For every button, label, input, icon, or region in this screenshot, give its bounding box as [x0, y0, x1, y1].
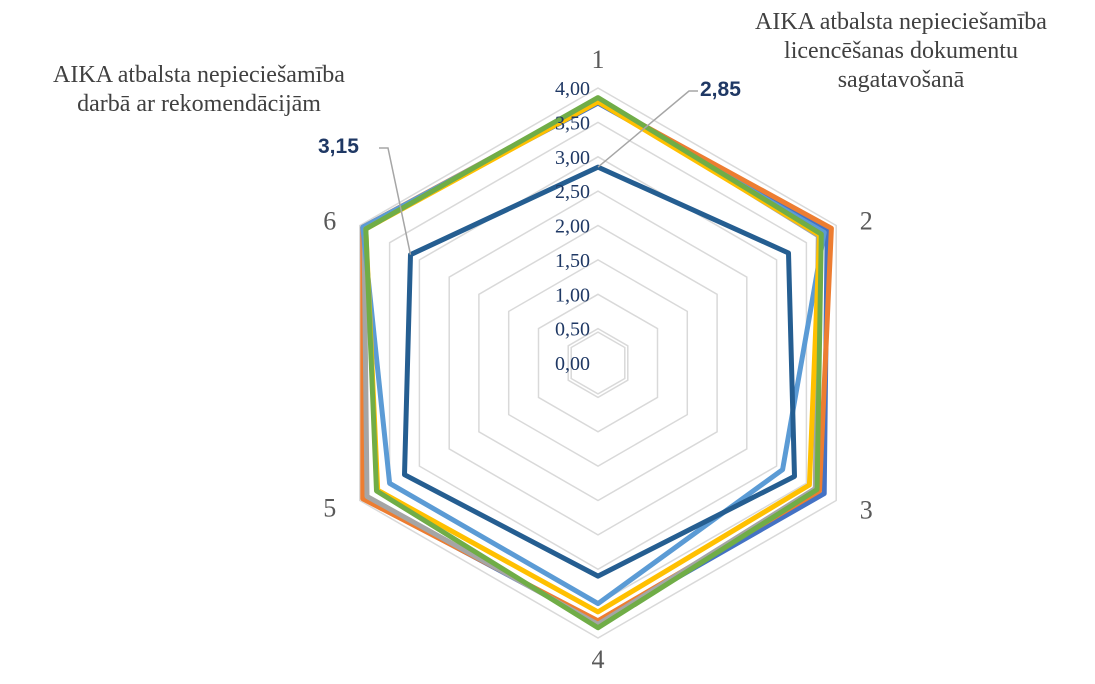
grid-ring [418, 155, 778, 571]
annotation-category-6: AIKA atbalsta nepieciešamība darbā ar re… [0, 61, 398, 119]
radar-series [360, 95, 834, 631]
annotation-line: darbā ar rekomendācijām [77, 91, 321, 117]
tick-label: 0,50 [555, 319, 590, 341]
grid-ring [570, 331, 626, 395]
leader-line-category-6 [379, 147, 412, 255]
category-label-6: 6 [323, 207, 336, 236]
category-label-5: 5 [323, 494, 336, 523]
tick-label: 4,00 [555, 78, 590, 100]
grid-ring [478, 224, 718, 502]
annotation-line: sagatavošanā [837, 67, 965, 93]
leader-lines [379, 90, 698, 255]
series-line-1 [360, 100, 830, 626]
grid-ring [537, 293, 659, 433]
category-label-2: 2 [860, 207, 873, 236]
tick-label: 2,00 [555, 216, 590, 238]
grid-ring [507, 259, 689, 467]
category-labels: 1 2 3 4 5 6 [323, 45, 872, 674]
radial-tick-labels: 0,00 0,50 1,00 1,50 2,00 2,50 3,00 3,50 4,00 [555, 78, 590, 375]
category-label-1: 1 [592, 45, 605, 74]
tick-label: 3,00 [555, 147, 590, 169]
tick-label: 3,50 [555, 112, 590, 134]
tick-label: 0,00 [555, 353, 590, 375]
series-line-6 [363, 95, 824, 631]
radar-grid [359, 87, 837, 639]
tick-label: 1,50 [555, 250, 590, 272]
grid-ring [567, 327, 629, 399]
series-line-3 [361, 96, 821, 627]
grid-ring [359, 87, 837, 639]
annotation-line: licencēšanas dokumentu [784, 38, 1018, 64]
data-label-category-6: 3,15 [318, 135, 359, 158]
annotation-line: AIKA atbalsta nepieciešamība [755, 9, 1047, 35]
data-label-category-1: 2,85 [700, 78, 741, 101]
category-label-4: 4 [592, 645, 605, 674]
series-line-4 [360, 99, 827, 607]
tick-label: 2,50 [555, 181, 590, 203]
leader-line-category-1 [597, 90, 698, 168]
annotation-category-1: AIKA atbalsta nepieciešamība licencēšana… [718, 8, 1084, 95]
series-line-7 [402, 164, 797, 579]
tick-label: 1,00 [555, 284, 590, 306]
grid-ring [448, 190, 748, 536]
category-label-3: 3 [860, 496, 873, 525]
annotation-line: AIKA atbalsta nepieciešamība [53, 62, 345, 88]
